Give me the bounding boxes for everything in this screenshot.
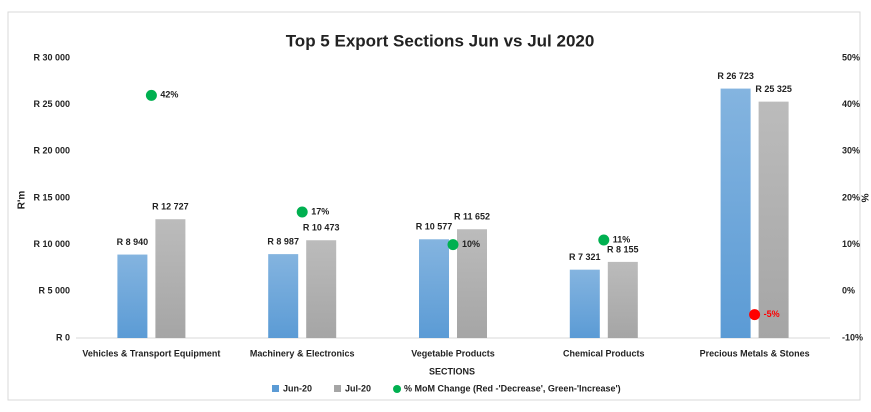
y-tick-label: R 30 000 [33,52,70,62]
bar-value-label: R 25 325 [755,84,792,94]
bar [419,239,449,338]
y2-tick-label: 0% [842,286,855,296]
bar-value-label: R 26 723 [717,71,754,81]
bar [155,219,186,338]
x-tick-label: Machinery & Electronics [250,348,355,358]
y-tick-label: R 25 000 [33,99,70,109]
y-tick-label: R 15 000 [33,192,70,202]
bar-value-label: R 8 155 [607,244,639,254]
x-tick-label: Chemical Products [563,348,645,358]
bar [457,229,487,338]
bar [117,254,148,338]
mom-point [749,309,761,321]
y-tick-label: R 20 000 [33,146,70,156]
bar-value-label: R 10 577 [416,222,453,232]
bar-value-label: R 8 940 [117,237,149,247]
mom-label: 11% [613,234,631,244]
bar [720,88,751,339]
legend-label: Jun-20 [283,383,312,393]
bar [268,254,299,338]
mom-point [447,239,459,251]
y2-tick-label: 20% [842,192,860,202]
bar [758,101,789,338]
legend-marker [272,385,279,392]
mom-label: -5% [764,309,780,319]
bar-value-label: R 8 987 [267,236,299,246]
y-axis-label: R'm [17,191,28,210]
mom-point [598,234,610,246]
legend-label: Jul-20 [345,383,371,393]
y2-tick-label: 40% [842,99,860,109]
mom-point [296,206,308,218]
bar-value-label: R 7 321 [569,252,601,262]
x-tick-label: Precious Metals & Stones [700,348,810,358]
y2-tick-label: 10% [842,239,860,249]
mom-label: 17% [311,206,329,216]
bar-value-label: R 12 727 [152,202,189,212]
y-tick-label: R 5 000 [38,286,70,296]
legend-marker [334,385,342,392]
x-tick-label: Vehicles & Transport Equipment [82,348,220,358]
y-tick-label: R 0 [56,332,70,342]
y-tick-label: R 10 000 [33,239,70,249]
bar-value-label: R 11 652 [454,212,490,222]
chart-title: Top 5 Export Sections Jun vs Jul 2020 [286,31,595,50]
legend-label: % MoM Change (Red -'Decrease', Green-'In… [404,383,621,393]
mom-point [145,89,157,101]
mom-label: 10% [462,239,480,249]
y2-tick-label: -10% [842,332,863,342]
y2-axis-label: % [858,194,869,203]
bar-value-label: R 10 473 [303,223,340,233]
y2-tick-label: 30% [842,146,860,156]
bar [306,240,337,338]
mom-label: 42% [160,90,178,100]
x-axis-label: SECTIONS [429,366,475,376]
bar [607,261,638,338]
y2-tick-label: 50% [842,52,860,62]
bar [569,269,600,338]
legend-marker [393,385,402,393]
x-tick-label: Vegetable Products [411,348,495,358]
